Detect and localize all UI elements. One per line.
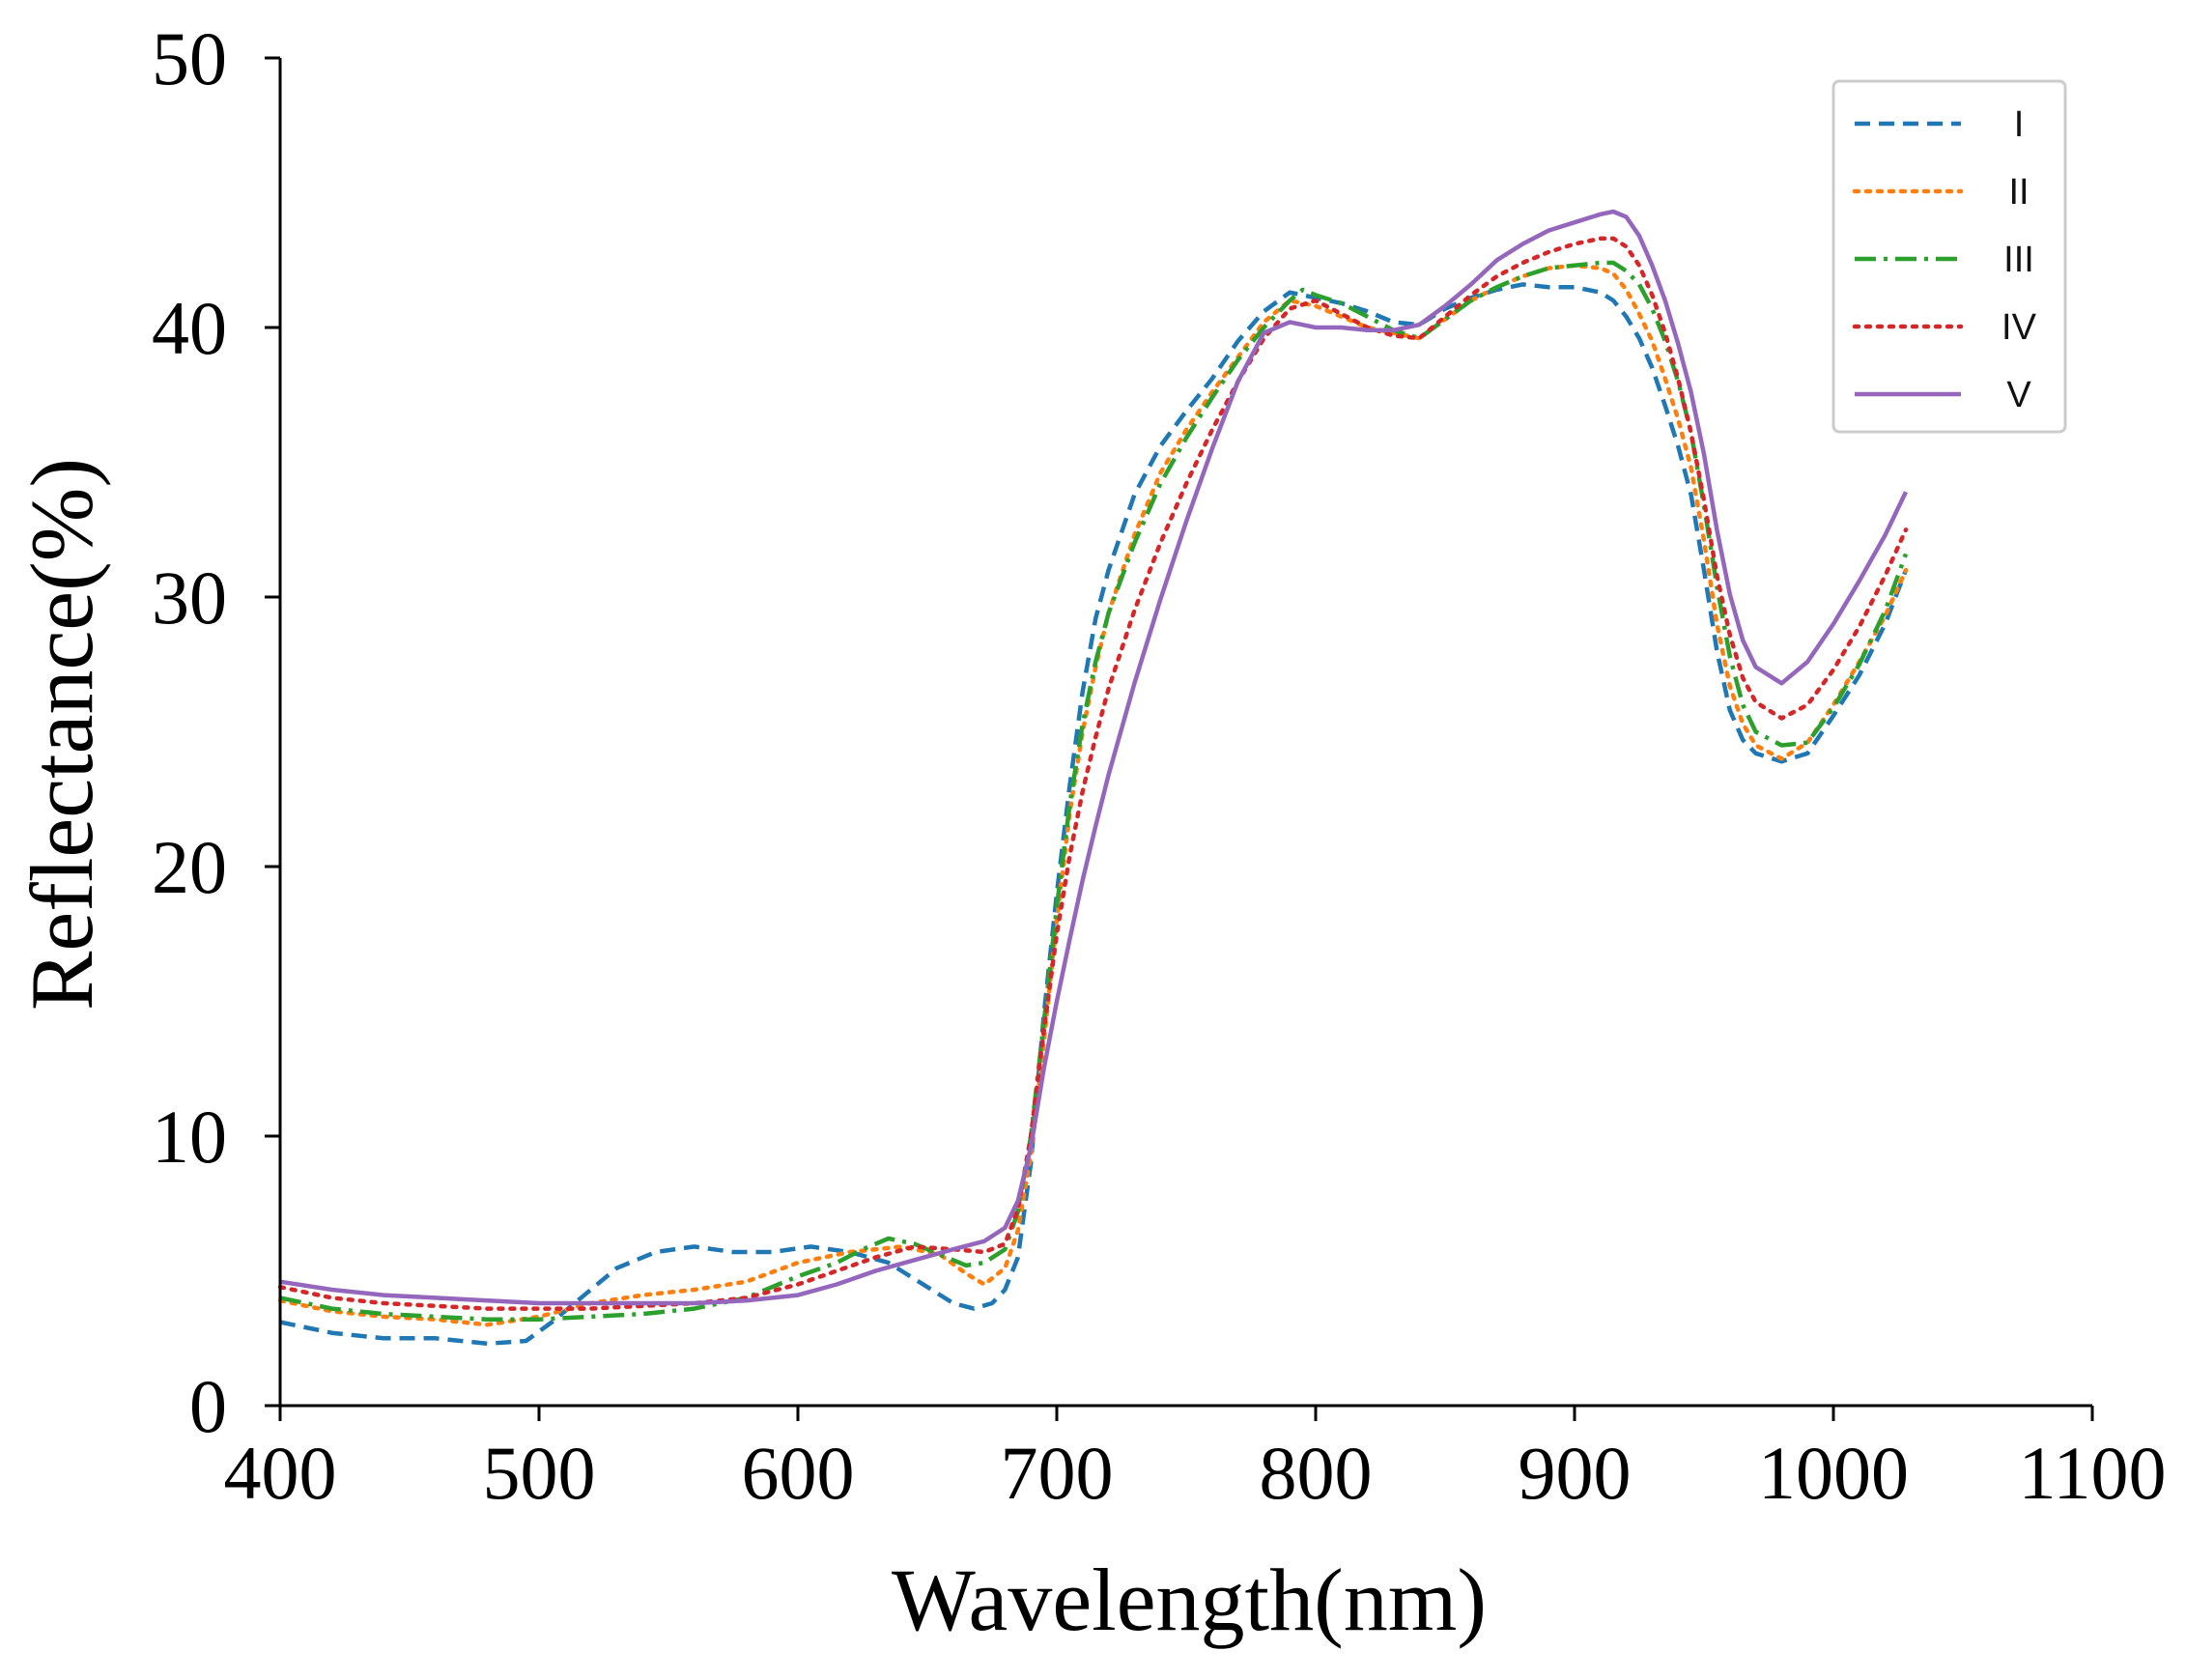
y-tick-label: 10 (152, 1095, 227, 1179)
y-tick-label: 50 (152, 16, 227, 100)
x-tick-label: 1100 (2018, 1431, 2166, 1515)
x-axis-title: Wavelength(nm) (892, 1551, 1487, 1649)
legend-label-2: II (2008, 172, 2029, 213)
series-line-2 (277, 263, 1909, 1327)
y-tick-label: 30 (152, 555, 227, 640)
x-tick-label: 600 (742, 1431, 855, 1515)
legend-label-3: III (2003, 240, 2034, 280)
series-line-5 (279, 209, 1909, 1306)
x-tick-label: 700 (1001, 1431, 1114, 1515)
axes (265, 56, 2094, 1421)
tick-labels: 400 500 600 700 800 900 1000 1100 0 10 20 30 40 50 (152, 16, 2167, 1515)
y-tick-label: 0 (189, 1364, 227, 1448)
x-tick-label: 800 (1260, 1431, 1373, 1515)
x-tick-label: 900 (1519, 1431, 1632, 1515)
x-tick-label: 1000 (1758, 1431, 1909, 1515)
legend-label-5: V (2006, 375, 2031, 415)
series-line-1 (279, 282, 1909, 1347)
series-line-4 (277, 236, 1909, 1311)
legend-frame (1831, 79, 2067, 434)
y-tick-label: 20 (152, 825, 227, 909)
x-tick-label: 500 (483, 1431, 596, 1515)
legend-label-1: I (2014, 104, 2025, 145)
legend-label-4: IV (2001, 307, 2037, 348)
x-tick-label: 400 (224, 1431, 337, 1515)
series-layer (277, 209, 1909, 1347)
y-axis-title: Reflectance(%) (13, 458, 111, 1011)
y-tick-label: 40 (152, 286, 227, 370)
series-line-3 (279, 260, 1909, 1322)
